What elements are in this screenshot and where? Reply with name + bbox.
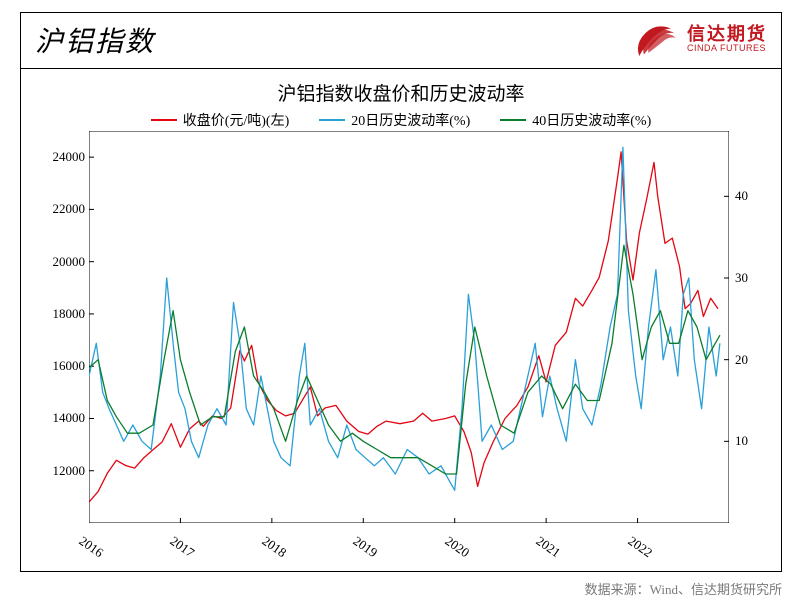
y-right-tick-label: 10	[735, 433, 781, 449]
plot	[89, 131, 729, 523]
brand-name-en: CINDA FUTURES	[687, 44, 767, 53]
legend-label: 收盘价(元/吨)(左)	[183, 110, 290, 130]
series-close	[89, 152, 718, 502]
x-tick-label: 2021	[533, 533, 563, 561]
y-right-axis-labels: 10 20 30 40	[735, 131, 781, 523]
y-left-tick-label: 14000	[21, 410, 85, 426]
y-left-tick-label: 24000	[21, 149, 85, 165]
x-tick-label: 2018	[259, 533, 289, 561]
brand-logo-icon	[633, 21, 679, 59]
brand: 信达期货 CINDA FUTURES	[633, 21, 767, 59]
y-left-tick-label: 20000	[21, 254, 85, 270]
legend-swatch	[319, 119, 345, 121]
y-right-tick-label: 30	[735, 270, 781, 286]
page-title: 沪铝指数	[35, 20, 155, 60]
legend-item: 20日历史波动率(%)	[319, 110, 470, 130]
x-tick-label: 2022	[624, 533, 654, 561]
series-vol20	[89, 147, 720, 490]
legend-item: 收盘价(元/吨)(左)	[151, 110, 290, 130]
legend-swatch	[151, 119, 177, 121]
x-tick-label: 2016	[76, 533, 106, 561]
y-right-tick-label: 40	[735, 188, 781, 204]
y-left-tick-label: 16000	[21, 358, 85, 374]
legend-swatch	[500, 119, 526, 121]
y-left-tick-label: 18000	[21, 306, 85, 322]
y-right-tick-label: 20	[735, 352, 781, 368]
data-source: 数据来源：Wind、信达期货研究所	[585, 579, 782, 598]
header: 沪铝指数 信达期货 CINDA FUTURES	[21, 13, 781, 69]
legend: 收盘价(元/吨)(左) 20日历史波动率(%) 40日历史波动率(%)	[21, 106, 781, 130]
x-tick-label: 2019	[350, 533, 380, 561]
chart-card: 沪铝指数 信达期货 CINDA FUTURES 沪铝指数收盘价和历史波动率 收盘…	[20, 12, 782, 572]
legend-item: 40日历史波动率(%)	[500, 110, 651, 130]
legend-label: 20日历史波动率(%)	[351, 110, 470, 130]
y-left-axis-labels: 12000 14000 16000 18000 20000 22000 24000	[21, 131, 85, 523]
chart-title: 沪铝指数收盘价和历史波动率	[21, 69, 781, 106]
y-left-tick-label: 22000	[21, 201, 85, 217]
plot-svg	[89, 131, 729, 523]
x-axis-labels: 2016201720182019202020212022	[89, 527, 729, 565]
y-left-tick-label: 12000	[21, 463, 85, 479]
x-tick-label: 2020	[442, 533, 472, 561]
legend-label: 40日历史波动率(%)	[532, 110, 651, 130]
chart-area: 沪铝指数收盘价和历史波动率 收盘价(元/吨)(左) 20日历史波动率(%) 40日历…	[21, 69, 781, 573]
brand-name-cn: 信达期货	[687, 25, 767, 44]
x-tick-label: 2017	[167, 533, 197, 561]
